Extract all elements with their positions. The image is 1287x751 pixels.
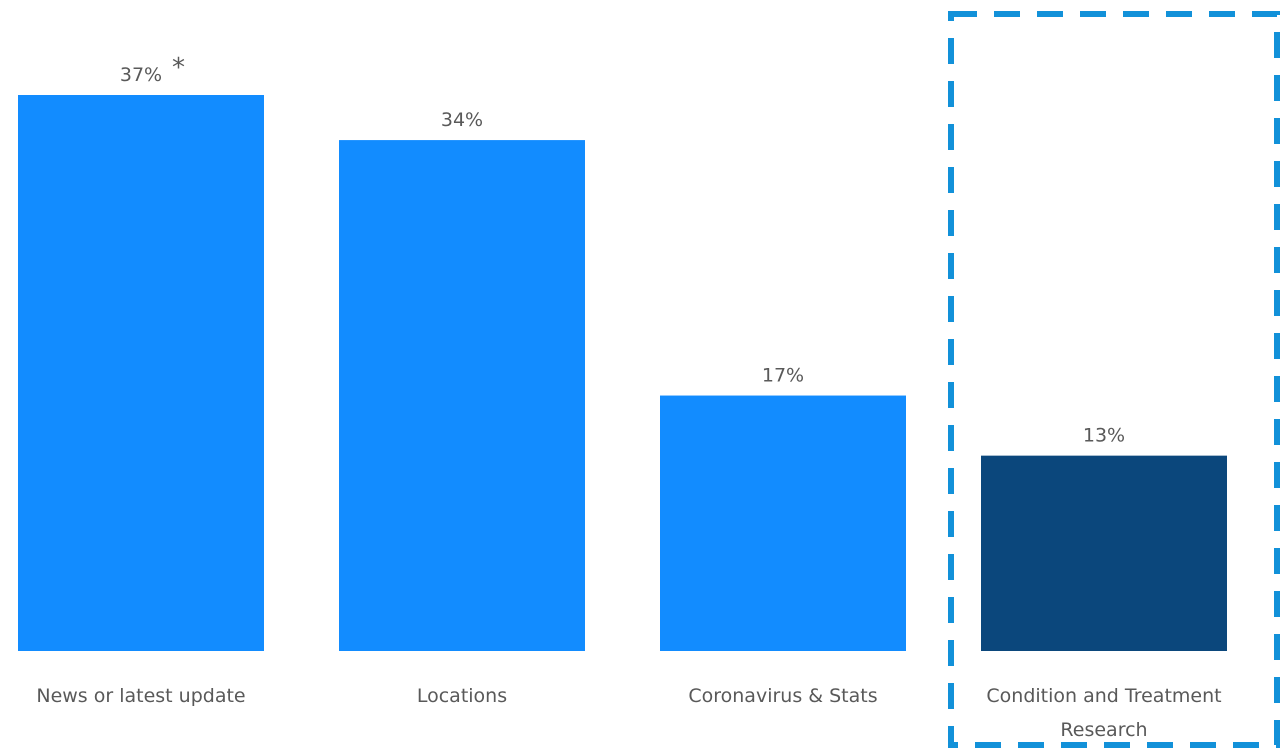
category-label-condition-and-treatment-research-line-2: Research <box>1060 719 1147 741</box>
category-label-news-or-latest-update: News or latest update <box>36 685 245 707</box>
category-label-coronavirus-stats: Coronavirus & Stats <box>688 685 877 707</box>
value-label-news-or-latest-update: 37% <box>120 64 162 86</box>
category-label-locations: Locations <box>417 685 507 707</box>
highlight-dashed-box <box>948 11 1280 748</box>
bar-condition-and-treatment-research <box>981 455 1227 651</box>
bar-locations <box>339 140 585 651</box>
annotation-asterisk: * <box>172 53 185 83</box>
bar-coronavirus-stats <box>660 395 906 651</box>
bar-news-or-latest-update <box>18 95 264 651</box>
category-label-condition-and-treatment-research-line-1: Condition and Treatment <box>986 685 1221 707</box>
bars-layer <box>18 95 1227 651</box>
highlight-layer <box>948 11 1280 748</box>
value-label-condition-and-treatment-research: 13% <box>1083 425 1125 447</box>
labels-layer: 37% * News or latest update 34% Locations 17%… <box>36 53 1221 741</box>
value-label-coronavirus-stats: 17% <box>762 365 804 387</box>
value-label-locations: 34% <box>441 109 483 131</box>
